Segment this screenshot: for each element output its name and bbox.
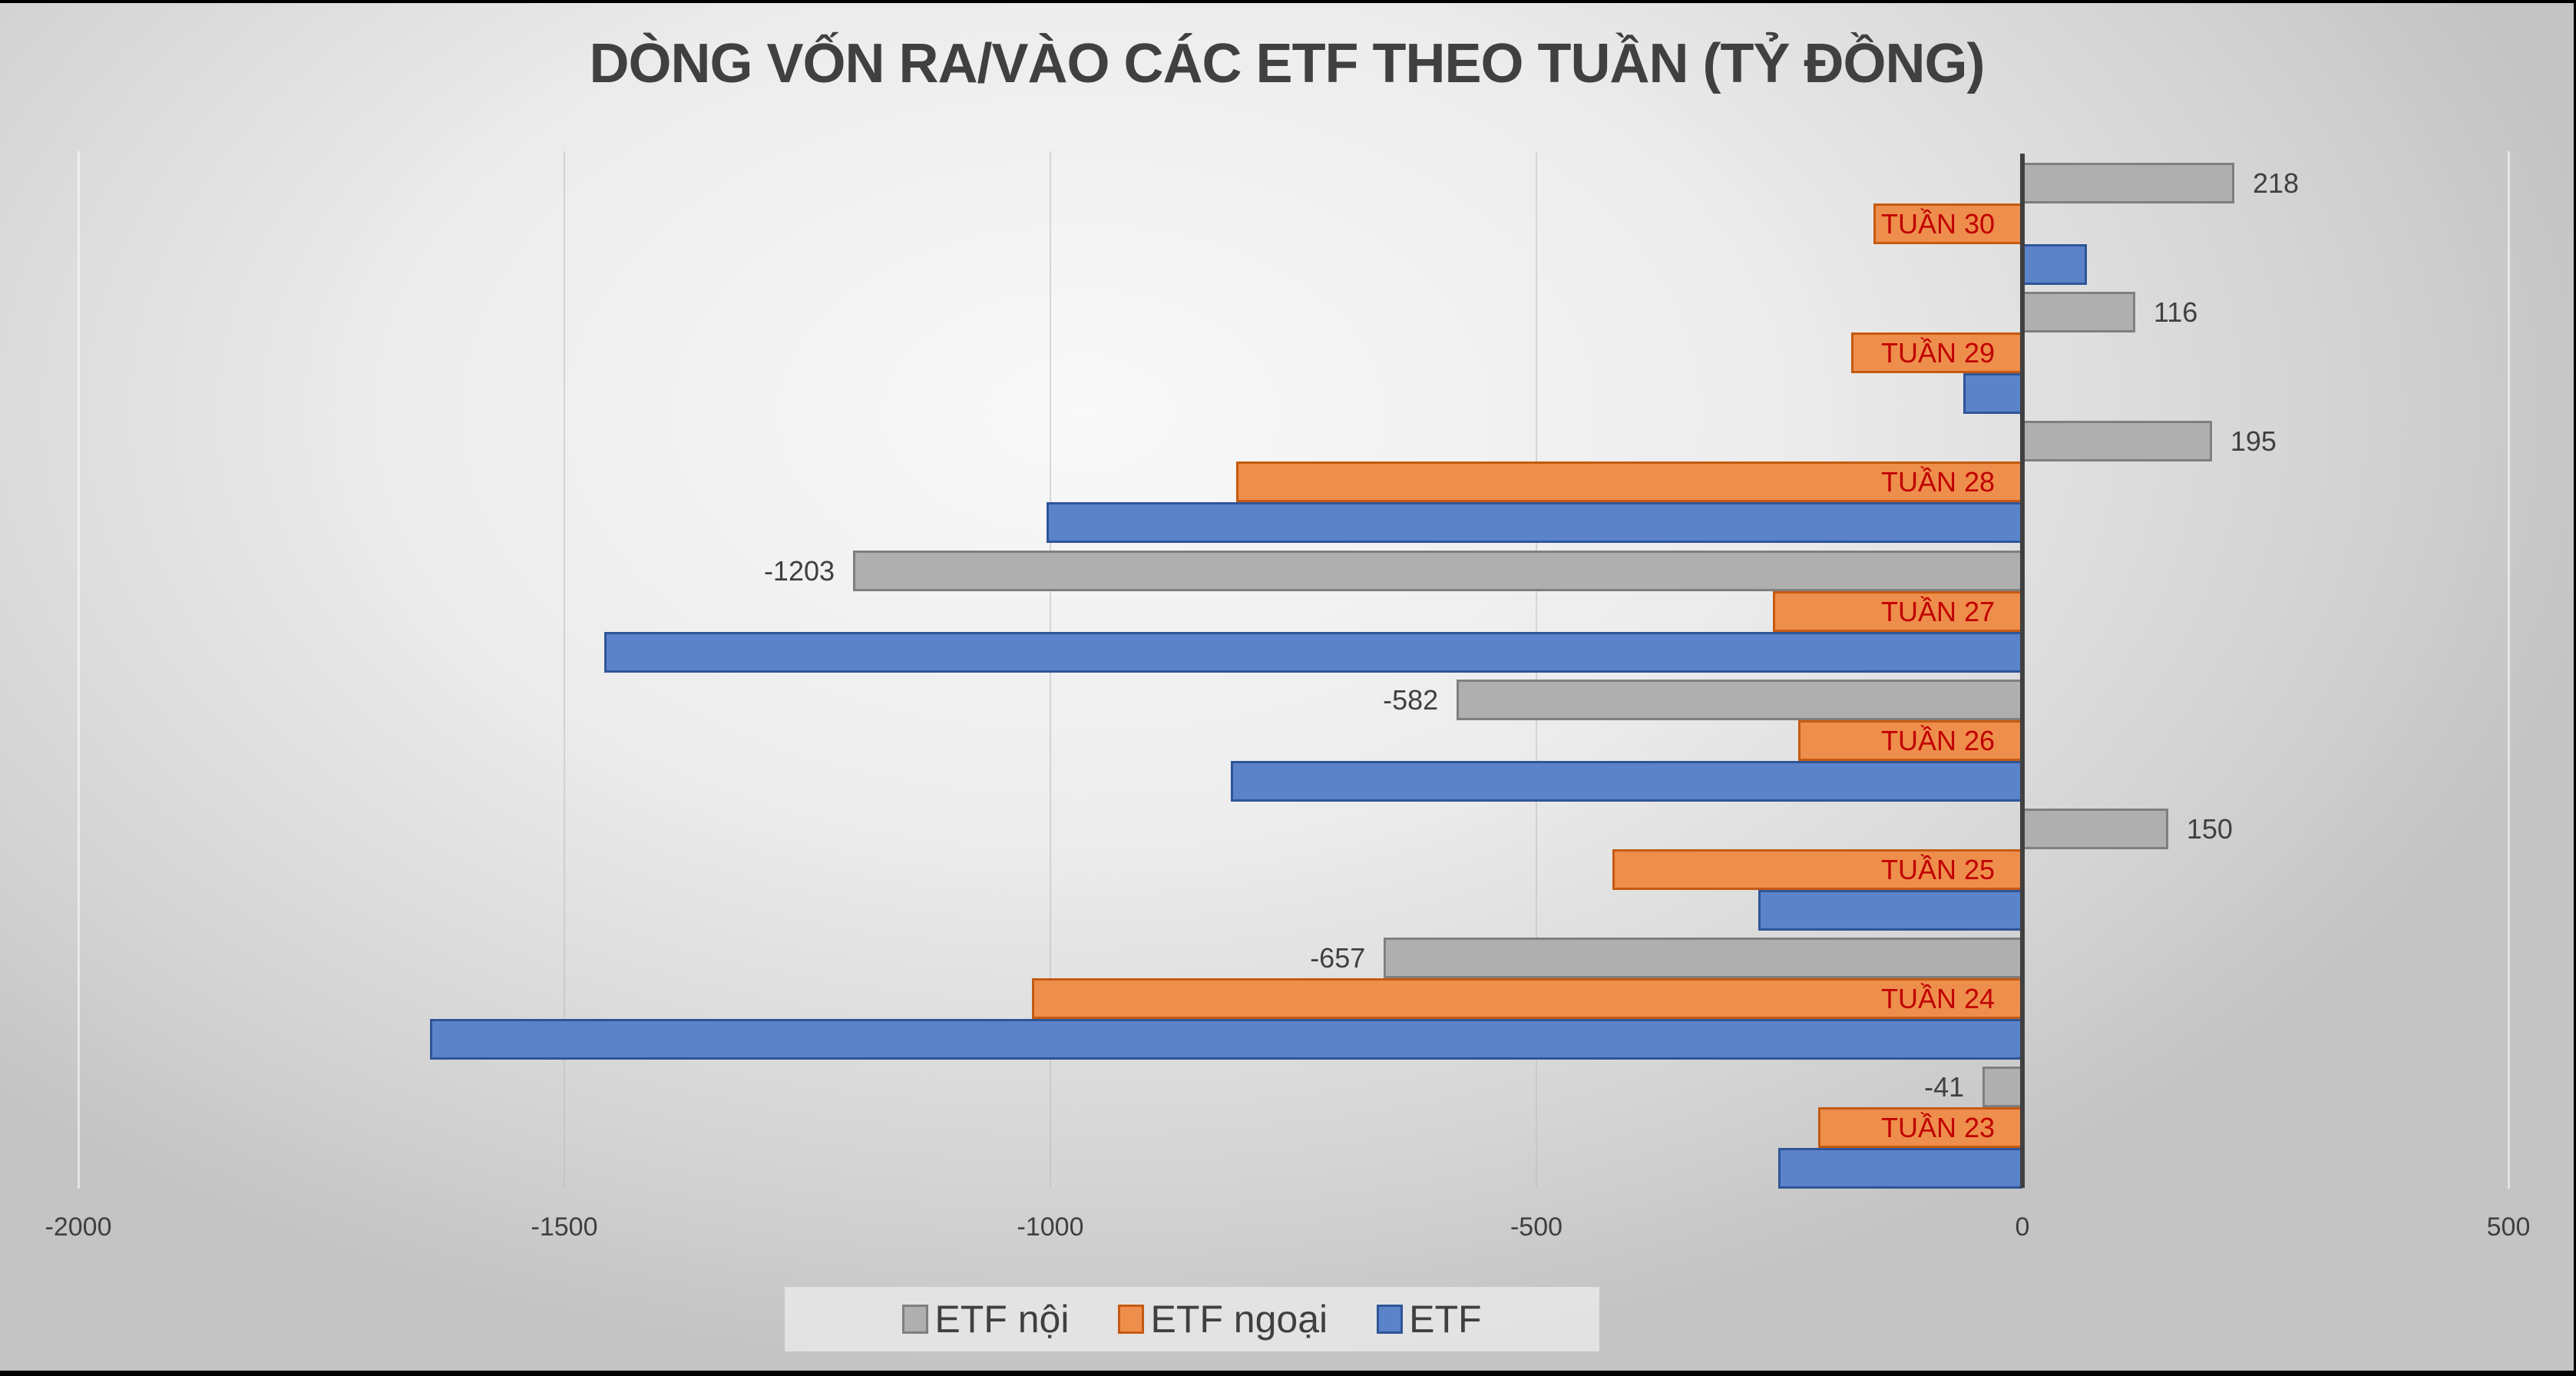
category-label: TUẦN 29 — [1880, 337, 1995, 369]
x-tick-label: -500 — [1510, 1212, 1563, 1242]
legend-swatch-etf-noi — [902, 1305, 929, 1334]
legend-label: ETF ngoại — [1150, 1298, 1328, 1341]
bar-ngoai — [1031, 978, 2022, 1020]
bar-etf — [1231, 760, 2022, 802]
bar-etf — [430, 1019, 2022, 1060]
bar-etf — [1046, 502, 2022, 544]
data-label: -41 — [1924, 1071, 1965, 1103]
bar-ngoai — [1797, 719, 2022, 761]
legend-item-etf-noi: ETF nội — [902, 1297, 1069, 1341]
bar-noi — [2022, 809, 2168, 849]
bar-ngoai — [1818, 1107, 2022, 1149]
data-label: -1203 — [763, 554, 835, 587]
data-label: -582 — [1383, 683, 1439, 716]
legend-swatch-etf — [1377, 1305, 1404, 1334]
data-label: 218 — [2252, 167, 2300, 199]
bar-etf — [1758, 890, 2022, 931]
zero-axis-line — [2020, 154, 2025, 1188]
bar-noi — [853, 550, 2022, 591]
legend-item-etf-ngoai: ETF ngoại — [1118, 1297, 1328, 1341]
x-tick-label: 500 — [2486, 1212, 2531, 1242]
bar-ngoai — [1235, 461, 2022, 503]
gridline — [2508, 151, 2510, 1189]
gridline — [78, 151, 80, 1189]
category-label: TUẦN 25 — [1880, 854, 1995, 885]
bar-noi — [2022, 163, 2234, 203]
bar-etf — [2022, 244, 2087, 285]
bar-ngoai — [1612, 849, 2022, 890]
bar-ngoai — [1772, 590, 2022, 632]
data-label: -657 — [1310, 942, 1366, 974]
data-label: 150 — [2186, 813, 2233, 845]
chart-area: DÒNG VỐN RA/VÀO CÁC ETF THEO TUẦN (TỶ ĐỒ… — [0, 3, 2574, 1371]
category-label: TUẦN 27 — [1880, 595, 1995, 627]
legend-label: ETF — [1409, 1298, 1482, 1341]
chart-title: DÒNG VỐN RA/VÀO CÁC ETF THEO TUẦN (TỶ ĐỒ… — [589, 33, 1986, 94]
bar-noi — [2022, 292, 2135, 333]
x-tick-label: -1000 — [1017, 1212, 1084, 1242]
legend-label: ETF nội — [934, 1298, 1070, 1341]
x-tick-label: -1500 — [531, 1212, 598, 1242]
gridline — [564, 151, 565, 1189]
bar-etf — [1778, 1148, 2022, 1189]
bar-etf — [1963, 373, 2022, 415]
legend-item-etf: ETF — [1377, 1297, 1482, 1341]
legend-swatch-etf-ngoai — [1118, 1305, 1145, 1334]
bar-noi — [1457, 679, 2022, 720]
bar-noi — [1384, 938, 2022, 979]
category-label: TUẦN 23 — [1880, 1112, 1995, 1144]
data-label: 116 — [2153, 296, 2198, 329]
bar-etf — [603, 631, 2022, 673]
category-label: TUẦN 26 — [1880, 724, 1995, 756]
bar-ngoai — [1873, 203, 2022, 244]
x-tick-label: 0 — [2015, 1212, 2030, 1242]
x-tick-label: -2000 — [45, 1212, 112, 1242]
category-label: TUẦN 28 — [1880, 466, 1995, 498]
bar-noi — [1982, 1067, 2022, 1108]
category-label: TUẦN 30 — [1880, 208, 1995, 240]
bar-ngoai — [1851, 332, 2022, 374]
data-label: 195 — [2230, 425, 2277, 458]
category-label: TUẦN 24 — [1880, 983, 1995, 1015]
bar-noi — [2022, 421, 2212, 462]
legend: ETF nội ETF ngoại ETF — [785, 1287, 1599, 1351]
